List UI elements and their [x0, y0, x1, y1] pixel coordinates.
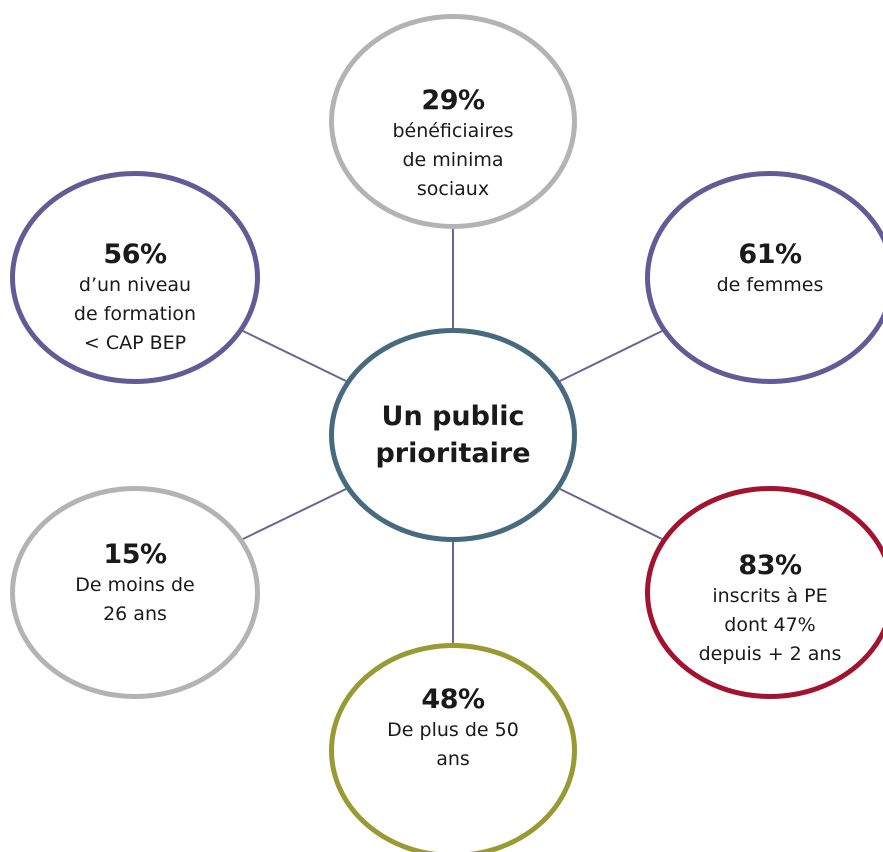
stat-content: 29% bénéficiaires de minima sociaux — [392, 85, 513, 199]
connector-upper-right — [559, 330, 663, 382]
stat-content: 15% De moins de 26 ans — [75, 539, 195, 629]
stat-description-clip: d’un niveau de formation < CAP BEP — [74, 271, 196, 353]
connector-lower-right — [559, 488, 663, 540]
connector-lower-left — [242, 488, 347, 540]
center-label: Un public prioritaire — [375, 401, 531, 469]
center-bubble: Un public prioritaire — [329, 328, 577, 542]
stat-content: 48% De plus de 50 ans — [387, 684, 519, 774]
stat-bubble-minima-sociaux: 29% bénéficiaires de minima sociaux — [329, 14, 577, 229]
stat-bubble-plus-50-ans: 48% De plus de 50 ans — [329, 643, 577, 852]
stat-description: De moins de 26 ans — [75, 573, 195, 625]
stat-bubble-femmes: 61% de femmes — [645, 171, 883, 384]
stat-bubble-inscrits-pe: 83% inscrits à PE dont 47% depuis + 2 an… — [645, 486, 883, 699]
stat-description: d’un niveau de formation < CAP BEP — [73, 273, 197, 353]
stat-percent: 56% — [103, 238, 167, 270]
stat-percent: 15% — [103, 538, 167, 570]
stat-percent: 83% — [738, 550, 802, 581]
stat-description: bénéficiaires de minima sociaux — [392, 119, 514, 199]
stat-percent: 29% — [421, 84, 485, 116]
stat-bubble-niveau-formation: 56% d’un niveau de formation < CAP BEP — [10, 171, 260, 384]
stat-description: inscrits à PE dont 47% depuis + 2 ans — [698, 585, 842, 665]
stat-description-clip: bénéficiaires de minima sociaux — [392, 117, 513, 199]
stat-content: 83% inscrits à PE dont 47% depuis + 2 an… — [699, 550, 842, 669]
stat-bubble-moins-26-ans: 15% De moins de 26 ans — [10, 486, 260, 699]
stat-content: 61% de femmes — [717, 239, 824, 300]
stat-content: 56% d’un niveau de formation < CAP BEP — [74, 239, 196, 353]
connector-upper-left — [242, 330, 347, 382]
stat-description: De plus de 50 ans — [387, 718, 519, 770]
stat-description: de femmes — [716, 274, 824, 296]
stat-percent: 48% — [421, 683, 485, 715]
stat-percent: 61% — [738, 239, 802, 270]
